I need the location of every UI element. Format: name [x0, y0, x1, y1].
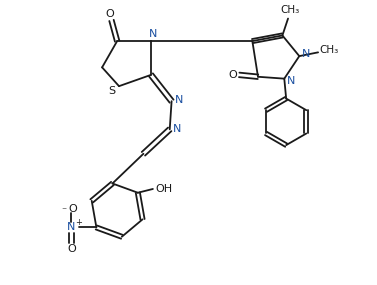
- Text: N: N: [287, 76, 295, 86]
- Text: +: +: [75, 219, 82, 227]
- Text: O: O: [67, 244, 76, 254]
- Text: N: N: [173, 124, 181, 134]
- Text: OH: OH: [156, 184, 173, 194]
- Text: N: N: [67, 223, 75, 233]
- Text: N: N: [149, 29, 157, 39]
- Text: CH₃: CH₃: [319, 46, 338, 56]
- Text: S: S: [109, 86, 116, 96]
- Text: N: N: [302, 49, 310, 59]
- Text: O: O: [105, 9, 114, 19]
- Text: CH₃: CH₃: [280, 5, 300, 15]
- Text: O: O: [69, 204, 78, 215]
- Text: O: O: [228, 70, 237, 80]
- Text: N: N: [175, 95, 183, 105]
- Text: ⁻: ⁻: [61, 207, 66, 217]
